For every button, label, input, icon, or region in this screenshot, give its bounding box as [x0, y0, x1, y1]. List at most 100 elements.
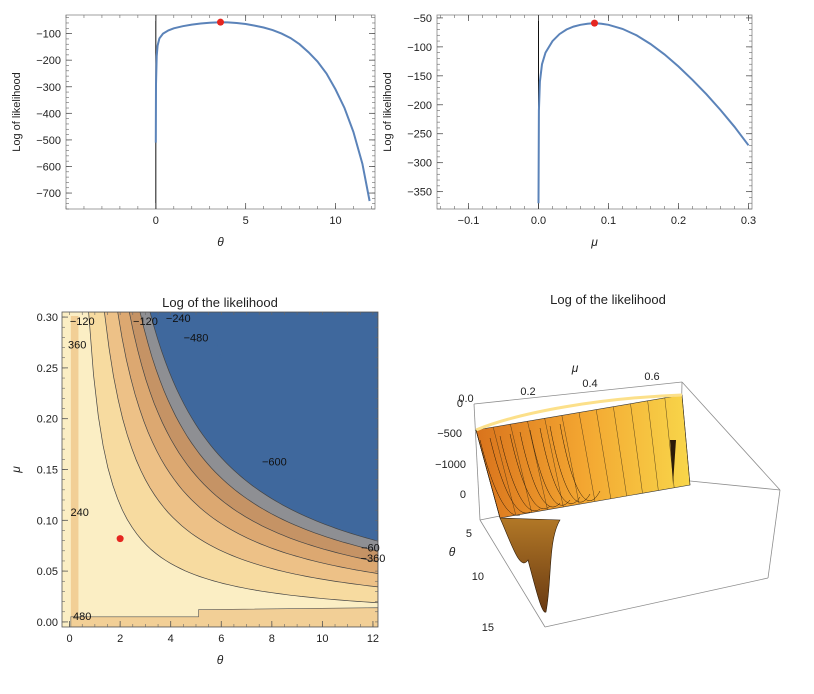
y-tick-label: −700: [36, 188, 61, 200]
surface-mesh-line: [595, 409, 612, 499]
x-tick-label: 0: [67, 633, 73, 645]
surface-box-edge: [479, 519, 546, 628]
surface-theta-tick-label: 10: [472, 571, 484, 583]
x-tick-label: 10: [316, 633, 328, 645]
contour-label: −240: [166, 313, 191, 325]
contour-ylabel: μ: [9, 466, 23, 474]
y-tick-label: 0.15: [37, 465, 58, 477]
surface-mu-label: μ: [571, 361, 579, 375]
mu-profile-xlabel: μ: [590, 235, 598, 249]
contour-group: 0 2 4 6 8 10 12 0.00 0.05 0.10 0.15 0.20 0.25 0.30 −12…: [9, 295, 385, 667]
contour-body: [62, 312, 378, 627]
contour-label: 480: [73, 611, 91, 623]
contour-xlabel: θ: [217, 653, 224, 667]
y-tick-label: −400: [36, 108, 61, 120]
surface-box-edge: [473, 381, 683, 405]
x-tick-label: 4: [168, 633, 174, 645]
y-tick-label: 0.25: [37, 363, 58, 375]
x-tick-label: 6: [218, 633, 224, 645]
surface-mu-tick-label: 0.0: [458, 393, 473, 405]
mu-profile-group: −0.1 0.0 0.1 0.2 0.3 −50 −100 −150 −200 −250 −300 −…: [382, 13, 756, 249]
x-tick-label: 0: [153, 215, 159, 227]
y-tick-label: 0.00: [37, 617, 58, 629]
surface-mesh-line: [578, 412, 596, 502]
surface-title: Log of the likelihood: [550, 292, 666, 307]
x-tick-label: 0.3: [741, 215, 756, 227]
x-tick-label: −0.1: [458, 215, 480, 227]
y-tick-label: −200: [36, 55, 61, 67]
x-tick-label: 0.1: [601, 215, 616, 227]
contour-speckle: [219, 354, 223, 358]
contour-left-strip: [70, 316, 79, 627]
y-tick-label: −300: [407, 158, 432, 170]
x-tick-label: 12: [367, 633, 379, 645]
surface-box-edge: [681, 381, 781, 491]
surface-spike: [670, 440, 676, 484]
y-tick-label: 0.05: [37, 566, 58, 578]
contour-bottom-strip: [70, 607, 378, 627]
mu-profile-series-line: [537, 22, 750, 204]
surface-z-tick-label: −500: [437, 428, 462, 440]
surface-box-edge: [473, 403, 481, 521]
surface-mesh-line: [561, 415, 580, 505]
surface-theta-tick-label: 15: [482, 622, 494, 634]
surface-mesh-line: [681, 394, 691, 486]
surface-theta-tick-label: 0: [460, 489, 466, 501]
surface-z-tick-label: 0: [457, 398, 463, 410]
x-tick-label: 0.0: [531, 215, 546, 227]
surface-mesh-curve: [529, 429, 571, 506]
contour-label: −120: [70, 316, 95, 328]
contour-label: 360: [68, 340, 86, 352]
contour-label: −600: [262, 456, 287, 468]
surface-mesh-line: [544, 418, 564, 508]
x-tick-label: 5: [243, 215, 249, 227]
theta-profile-max-marker: [217, 18, 224, 26]
y-tick-label: 0.20: [37, 414, 58, 426]
surface-mesh-curve: [519, 431, 561, 508]
surface-box-edge: [767, 489, 781, 579]
surface-mu-tick-label: 0.2: [520, 386, 535, 398]
contour-band: [149, 312, 378, 542]
surface-group: Log of the likelihood μ 0.0 0.2 0.4 0.6 0 −500 −…: [435, 292, 781, 634]
surface-z-tick-label: −1000: [435, 459, 466, 471]
surface-theta-label: θ: [449, 545, 456, 559]
y-tick-label: −100: [36, 29, 61, 41]
surface-mesh-line: [527, 421, 548, 510]
y-tick-label: −350: [407, 187, 432, 199]
surface-box-edge: [544, 577, 769, 628]
y-tick-label: −600: [36, 161, 61, 173]
surface-mesh-line: [492, 427, 517, 516]
y-tick-label: −50: [413, 13, 432, 25]
theta-profile-frame: [65, 14, 376, 210]
surface-mesh-curve: [509, 433, 551, 509]
y-tick-label: 0.10: [37, 515, 58, 527]
contour-label: −120: [133, 316, 158, 328]
y-tick-label: −500: [36, 135, 61, 147]
surface-mesh-curve: [489, 437, 531, 514]
y-tick-label: −300: [36, 82, 61, 94]
x-tick-label: 8: [269, 633, 275, 645]
surface-mesh-line: [630, 403, 643, 494]
y-tick-label: −150: [407, 71, 432, 83]
y-tick-label: −200: [407, 100, 432, 112]
surface-box-edge: [679, 479, 781, 491]
contour-label: −60: [361, 543, 380, 555]
surface-theta-tick-label: 5: [466, 528, 472, 540]
surface-mesh-curve: [539, 427, 581, 504]
surface-mesh-line: [510, 424, 532, 513]
contour-max-marker: [116, 535, 124, 543]
y-tick-label: −250: [407, 129, 432, 141]
surface-mesh-curve: [479, 439, 521, 516]
x-tick-label: 10: [329, 215, 341, 227]
surface-mu-tick-label: 0.6: [644, 371, 659, 383]
contour-title: Log of the likelihood: [162, 295, 278, 310]
y-tick-label: −100: [407, 42, 432, 54]
surface-front-lobe: [475, 429, 561, 613]
surface-mesh-line: [647, 400, 659, 491]
theta-profile-xlabel: θ: [217, 235, 224, 249]
x-tick-label: 0.2: [671, 215, 686, 227]
surface-rim: [475, 393, 683, 432]
surface-mesh-curve: [559, 423, 601, 501]
theta-profile-series-line: [154, 21, 371, 202]
